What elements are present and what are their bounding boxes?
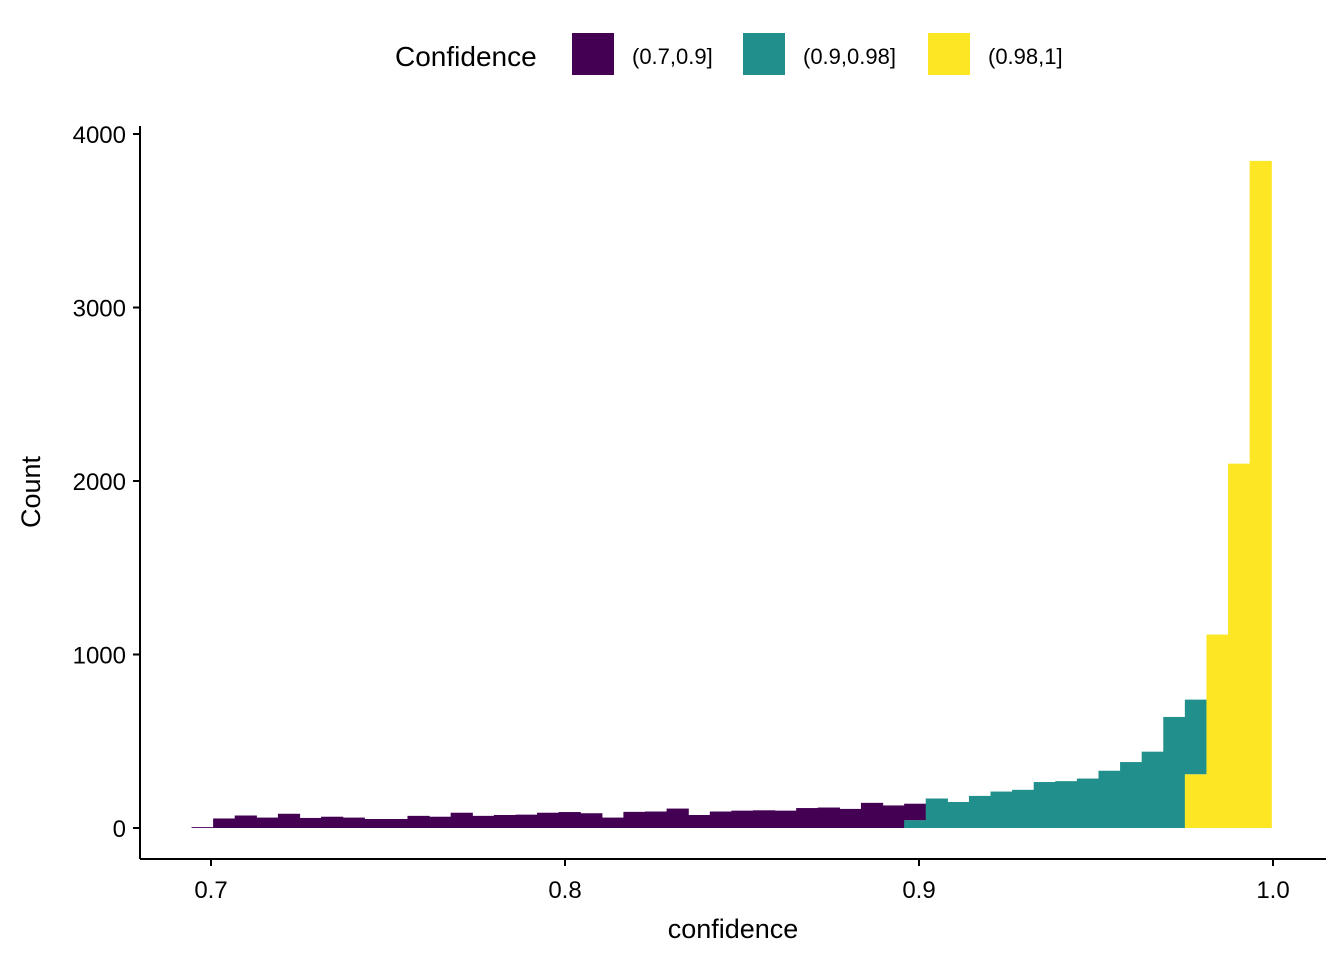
histogram-bar-41 bbox=[1076, 778, 1100, 828]
y-tick-label: 0 bbox=[113, 816, 126, 843]
histogram-bar-29 bbox=[817, 807, 840, 828]
legend-label-0: (0.7,0.9] bbox=[632, 44, 713, 69]
histogram-bar-11 bbox=[429, 816, 452, 828]
x-tick-label: 0.8 bbox=[548, 877, 581, 904]
histogram-bar-48 bbox=[1228, 463, 1251, 828]
histogram-bar-34 bbox=[925, 798, 948, 828]
histogram-bar-37 bbox=[990, 791, 1013, 828]
histogram-bar-20 bbox=[623, 811, 646, 828]
x-tick-label: 1.0 bbox=[1256, 877, 1289, 904]
histogram-bar-33-0 bbox=[904, 820, 927, 828]
histogram-bar-10 bbox=[407, 815, 430, 828]
x-tick-label: 0.7 bbox=[194, 877, 227, 904]
histogram-bar-3 bbox=[256, 817, 279, 828]
histogram-bar-1 bbox=[213, 818, 236, 828]
histogram-bar-42 bbox=[1098, 770, 1121, 828]
legend-label-1: (0.9,0.98] bbox=[803, 44, 896, 69]
histogram-bar-45 bbox=[1163, 716, 1186, 828]
legend-swatch-0 bbox=[572, 33, 614, 75]
histogram-bar-40 bbox=[1055, 781, 1078, 828]
histogram-bar-27 bbox=[774, 810, 797, 828]
histogram-bar-44 bbox=[1141, 751, 1164, 828]
y-tick-label: 2000 bbox=[73, 469, 126, 496]
histogram-bar-9 bbox=[385, 818, 409, 828]
histogram-bar-33-1 bbox=[904, 803, 927, 821]
histogram-bar-8 bbox=[364, 818, 387, 828]
histogram-bar-39 bbox=[1033, 782, 1056, 828]
x-axis-title: confidence bbox=[668, 914, 799, 944]
histogram-bar-35 bbox=[947, 801, 970, 828]
histogram-bar-36 bbox=[968, 795, 992, 828]
histogram-bar-43 bbox=[1120, 762, 1143, 828]
x-tick-label: 0.9 bbox=[902, 877, 935, 904]
histogram-bar-49 bbox=[1249, 160, 1272, 828]
legend-label-2: (0.98,1] bbox=[988, 44, 1063, 69]
histogram-bar-24 bbox=[709, 811, 732, 828]
histogram-bar-16 bbox=[537, 812, 560, 828]
legend-swatch-1 bbox=[743, 33, 785, 75]
y-axis-ticks: 0 1000 2000 3000 4000 bbox=[73, 122, 140, 843]
histogram-bar-22 bbox=[666, 808, 689, 828]
y-tick-label: 4000 bbox=[73, 122, 126, 149]
histogram-bar-15 bbox=[515, 814, 538, 828]
histogram-bar-47 bbox=[1206, 634, 1229, 828]
histogram-bar-2 bbox=[234, 815, 257, 828]
histogram-bar-25 bbox=[731, 810, 754, 828]
y-axis-title: Count bbox=[16, 455, 46, 528]
histogram-bar-38 bbox=[1012, 789, 1035, 828]
x-axis-ticks: 0.7 0.8 0.9 1.0 bbox=[194, 859, 1290, 904]
histogram-bar-5 bbox=[299, 817, 322, 828]
histogram-bar-6 bbox=[321, 816, 344, 828]
histogram-bar-46-1 bbox=[1184, 699, 1208, 775]
histogram-bar-12 bbox=[450, 812, 473, 828]
histogram-bar-23 bbox=[688, 814, 711, 828]
legend-swatch-2 bbox=[928, 33, 970, 75]
histogram-bar-14 bbox=[493, 814, 517, 828]
histogram-bar-30 bbox=[839, 808, 862, 828]
histogram-bar-0 bbox=[191, 827, 214, 828]
histogram-bar-4 bbox=[277, 813, 301, 828]
histogram-bars bbox=[191, 160, 1272, 828]
legend-title: Confidence bbox=[395, 41, 537, 72]
histogram-bar-19 bbox=[601, 817, 625, 828]
y-tick-label: 1000 bbox=[73, 643, 126, 670]
histogram-bar-7 bbox=[342, 817, 365, 828]
histogram-bar-21 bbox=[645, 811, 668, 828]
histogram-bar-32 bbox=[882, 805, 905, 828]
legend: Confidence (0.7,0.9] (0.9,0.98] (0.98,1] bbox=[395, 33, 1063, 75]
histogram-bar-46-0 bbox=[1184, 774, 1208, 828]
histogram-bar-31 bbox=[860, 802, 884, 828]
histogram-bar-26 bbox=[752, 810, 776, 828]
histogram-bar-17 bbox=[558, 812, 581, 828]
histogram-bar-28 bbox=[796, 808, 819, 828]
histogram-bar-13 bbox=[472, 815, 495, 828]
y-tick-label: 3000 bbox=[73, 296, 126, 323]
histogram-bar-18 bbox=[580, 813, 603, 828]
